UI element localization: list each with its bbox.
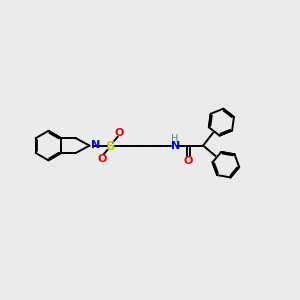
Text: N: N xyxy=(171,141,180,151)
Text: N: N xyxy=(91,140,101,150)
Text: O: O xyxy=(98,154,107,164)
Text: H: H xyxy=(171,134,179,144)
Text: O: O xyxy=(184,156,193,166)
Text: O: O xyxy=(114,128,124,138)
Text: S: S xyxy=(106,140,116,153)
